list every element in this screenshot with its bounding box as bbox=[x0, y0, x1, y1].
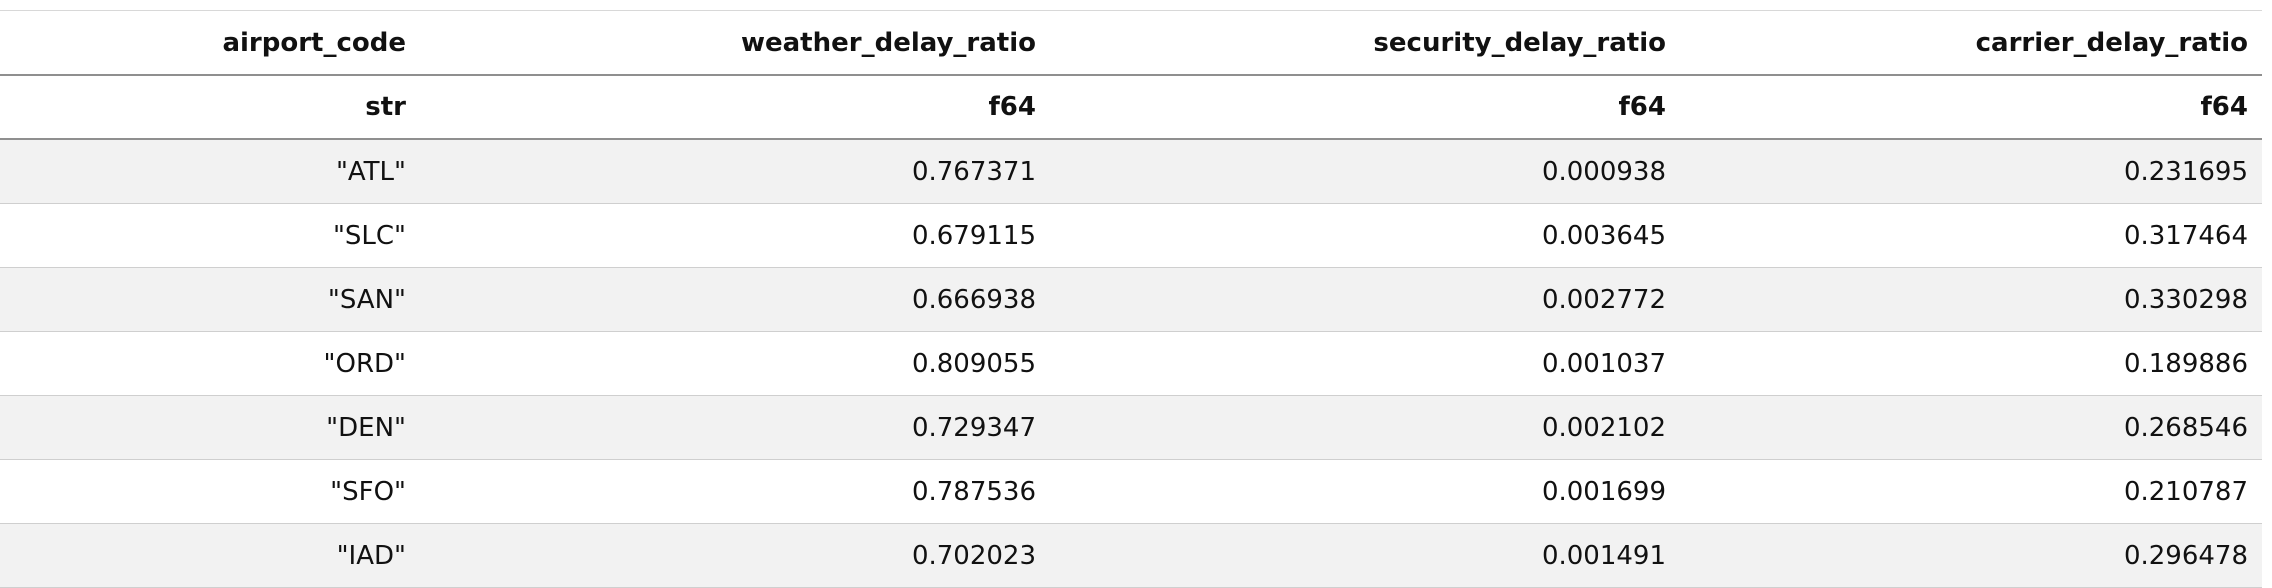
table-row: "DEN" 0.729347 0.002102 0.268546 bbox=[0, 395, 2262, 460]
cell-weather-delay-ratio: 0.809055 bbox=[420, 331, 1050, 396]
cell-carrier-delay-ratio: 0.330298 bbox=[1680, 267, 2262, 332]
cell-weather-delay-ratio: 0.767371 bbox=[420, 139, 1050, 204]
cell-airport-code: "SAN" bbox=[0, 267, 420, 332]
table-row: "SFO" 0.787536 0.001699 0.210787 bbox=[0, 459, 2262, 524]
cell-carrier-delay-ratio: 0.296478 bbox=[1680, 523, 2262, 588]
cell-airport-code: "SFO" bbox=[0, 459, 420, 524]
header-security-delay-ratio: security_delay_ratio bbox=[1050, 10, 1680, 76]
dtype-row: str f64 f64 f64 bbox=[0, 75, 2262, 140]
column-name-row: airport_code weather_delay_ratio securit… bbox=[0, 10, 2262, 76]
header-airport-code: airport_code bbox=[0, 10, 420, 76]
cell-airport-code: "ORD" bbox=[0, 331, 420, 396]
cell-airport-code: "DEN" bbox=[0, 395, 420, 460]
dtype-weather-delay-ratio: f64 bbox=[420, 75, 1050, 140]
dtype-security-delay-ratio: f64 bbox=[1050, 75, 1680, 140]
data-table: airport_code weather_delay_ratio securit… bbox=[0, 10, 2262, 588]
cell-carrier-delay-ratio: 0.210787 bbox=[1680, 459, 2262, 524]
cell-carrier-delay-ratio: 0.231695 bbox=[1680, 139, 2262, 204]
cell-weather-delay-ratio: 0.679115 bbox=[420, 203, 1050, 268]
table-row: "ATL" 0.767371 0.000938 0.231695 bbox=[0, 139, 2262, 204]
header-carrier-delay-ratio: carrier_delay_ratio bbox=[1680, 10, 2262, 76]
cell-security-delay-ratio: 0.002102 bbox=[1050, 395, 1680, 460]
cell-security-delay-ratio: 0.001491 bbox=[1050, 523, 1680, 588]
cell-weather-delay-ratio: 0.729347 bbox=[420, 395, 1050, 460]
table-row: "ORD" 0.809055 0.001037 0.189886 bbox=[0, 331, 2262, 396]
cell-airport-code: "SLC" bbox=[0, 203, 420, 268]
cell-security-delay-ratio: 0.003645 bbox=[1050, 203, 1680, 268]
cell-carrier-delay-ratio: 0.189886 bbox=[1680, 331, 2262, 396]
cell-security-delay-ratio: 0.001037 bbox=[1050, 331, 1680, 396]
cell-security-delay-ratio: 0.000938 bbox=[1050, 139, 1680, 204]
cell-carrier-delay-ratio: 0.268546 bbox=[1680, 395, 2262, 460]
header-weather-delay-ratio: weather_delay_ratio bbox=[420, 10, 1050, 76]
table-row: "IAD" 0.702023 0.001491 0.296478 bbox=[0, 523, 2262, 588]
cell-carrier-delay-ratio: 0.317464 bbox=[1680, 203, 2262, 268]
cell-security-delay-ratio: 0.002772 bbox=[1050, 267, 1680, 332]
cell-weather-delay-ratio: 0.702023 bbox=[420, 523, 1050, 588]
cell-weather-delay-ratio: 0.666938 bbox=[420, 267, 1050, 332]
cell-security-delay-ratio: 0.001699 bbox=[1050, 459, 1680, 524]
cell-weather-delay-ratio: 0.787536 bbox=[420, 459, 1050, 524]
cell-airport-code: "IAD" bbox=[0, 523, 420, 588]
table-row: "SLC" 0.679115 0.003645 0.317464 bbox=[0, 203, 2262, 268]
cell-airport-code: "ATL" bbox=[0, 139, 420, 204]
dtype-airport-code: str bbox=[0, 75, 420, 140]
table-row: "SAN" 0.666938 0.002772 0.330298 bbox=[0, 267, 2262, 332]
dtype-carrier-delay-ratio: f64 bbox=[1680, 75, 2262, 140]
